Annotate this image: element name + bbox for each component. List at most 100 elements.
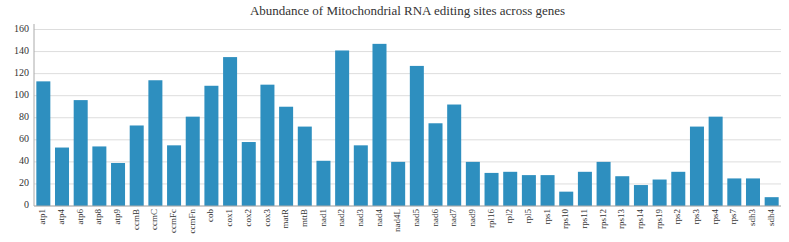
- x-tick-label: rps11: [579, 209, 589, 229]
- x-tick-label: ccmFc: [168, 209, 178, 233]
- x-tick-label: cox3: [262, 209, 272, 227]
- x-tick-label: nad2: [336, 209, 346, 227]
- x-axis: atp1atp4atp6atp8atp9ccmBccmCccmFcccmFnco…: [37, 209, 775, 234]
- x-tick-label: sdh3: [747, 209, 757, 227]
- bar: [653, 180, 667, 206]
- bar: [485, 173, 499, 206]
- x-tick-label: nad4L: [392, 209, 402, 232]
- x-tick-label: ccmB: [131, 209, 141, 230]
- bar: [130, 125, 144, 206]
- grid: [34, 30, 781, 206]
- bar: [429, 123, 443, 206]
- x-tick-label: cox1: [224, 209, 234, 227]
- bar: [242, 142, 256, 206]
- bars: [36, 44, 778, 206]
- grid-line: [34, 29, 781, 30]
- bar: [727, 178, 741, 206]
- bar: [466, 162, 480, 206]
- bar: [690, 127, 704, 206]
- x-tick-label: mttB: [299, 209, 309, 227]
- y-axis-line: [34, 24, 35, 206]
- x-tick-label: rps19: [654, 209, 664, 229]
- bar: [204, 86, 218, 206]
- bar: [335, 50, 349, 206]
- x-tick-label: rpl2: [504, 209, 514, 224]
- grid-line: [34, 117, 781, 118]
- bar: [223, 57, 237, 206]
- x-tick-label: nad4: [374, 209, 384, 227]
- bar: [615, 176, 629, 206]
- bar: [765, 197, 779, 206]
- bar: [746, 178, 760, 206]
- grid-line: [34, 139, 781, 140]
- x-tick-label: cob: [205, 209, 215, 222]
- bar: [111, 163, 125, 206]
- grid-line: [34, 51, 781, 52]
- x-tick-label: atp1: [37, 209, 47, 225]
- bar: [541, 175, 555, 206]
- bar: [74, 100, 88, 206]
- x-axis-line: [34, 206, 781, 207]
- title: Abundance of Mitochondrial RNA editing s…: [250, 3, 565, 18]
- bar: [167, 145, 181, 206]
- x-tick-label: matR: [280, 209, 290, 229]
- y-tick-label: 120: [14, 67, 29, 78]
- y-tick-label: 80: [19, 111, 29, 122]
- x-tick-label: nad3: [355, 209, 365, 227]
- x-tick-label: rps7: [728, 209, 738, 225]
- bar: [148, 80, 162, 206]
- x-tick-label: rps12: [598, 209, 608, 229]
- x-tick-label: atp8: [93, 209, 103, 225]
- bar: [447, 105, 461, 206]
- bar: [316, 161, 330, 206]
- x-tick-label: rps4: [710, 209, 720, 225]
- y-tick-label: 20: [19, 177, 29, 188]
- grid-line: [34, 73, 781, 74]
- y-tick-label: 140: [14, 45, 29, 56]
- bar: [597, 162, 611, 206]
- bar: [92, 146, 106, 206]
- x-tick-label: nad6: [430, 209, 440, 227]
- x-tick-label: rps1: [542, 209, 552, 225]
- x-tick-label: nad7: [448, 209, 458, 227]
- x-tick-label: rps10: [560, 209, 570, 229]
- x-tick-label: rpl16: [486, 209, 496, 228]
- grid-line: [34, 183, 781, 184]
- bar: [186, 117, 200, 206]
- bar: [260, 85, 274, 206]
- bar: [36, 81, 50, 206]
- x-tick-label: atp6: [75, 209, 85, 225]
- y-tick-label: 160: [14, 23, 29, 34]
- bar: [578, 172, 592, 206]
- x-tick-label: cox2: [243, 209, 253, 227]
- x-tick-label: rpl5: [523, 209, 533, 224]
- bar: [298, 127, 312, 206]
- y-tick-label: 60: [19, 133, 29, 144]
- x-tick-label: ccmC: [149, 209, 159, 230]
- bar: [634, 185, 648, 206]
- chart: Abundance of Mitochondrial RNA editing s…: [0, 0, 789, 242]
- bar: [55, 148, 69, 206]
- x-tick-label: nad5: [411, 209, 421, 227]
- x-tick-label: atp9: [112, 209, 122, 225]
- x-tick-label: ccmFn: [187, 209, 197, 234]
- x-tick-label: rps3: [691, 209, 701, 225]
- bar: [503, 172, 517, 206]
- bar: [279, 107, 293, 206]
- y-tick-label: 100: [14, 89, 29, 100]
- x-tick-label: rps14: [635, 209, 645, 229]
- x-tick-label: nad1: [318, 209, 328, 227]
- bar: [354, 145, 368, 206]
- bar: [559, 192, 573, 206]
- y-tick-label: 40: [19, 155, 29, 166]
- x-tick-label: rps13: [616, 209, 626, 229]
- grid-line: [34, 95, 781, 96]
- bar: [410, 66, 424, 206]
- grid-line: [34, 206, 781, 207]
- bar: [709, 117, 723, 206]
- y-axis: 020406080100120140160: [14, 23, 34, 210]
- bar: [391, 162, 405, 206]
- grid-line: [34, 161, 781, 162]
- x-tick-label: atp4: [56, 209, 66, 225]
- bar: [522, 175, 536, 206]
